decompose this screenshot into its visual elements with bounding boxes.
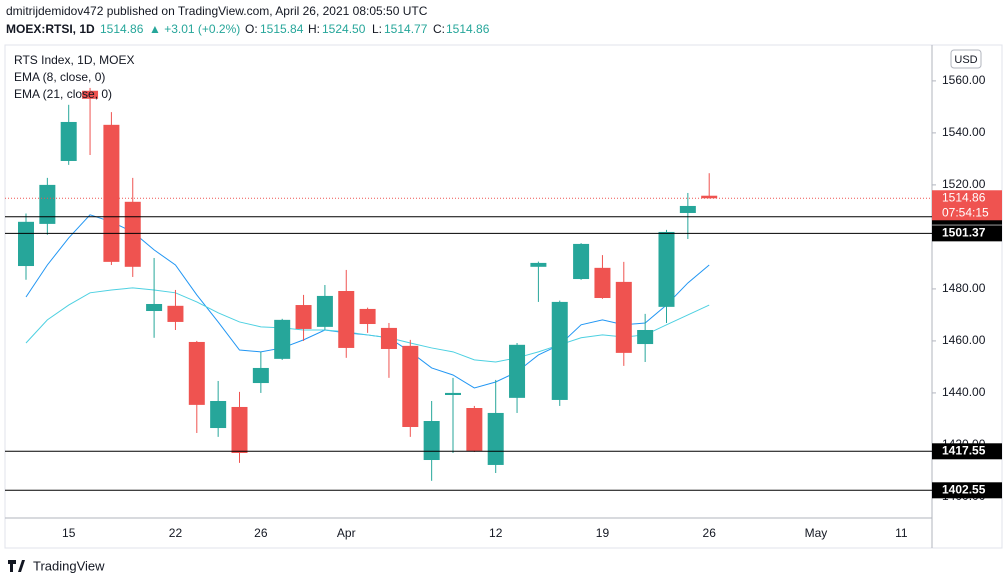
ohlc-line: MOEX:RTSI, 1D 1514.86 ▲ +3.01 (+0.2%) O:…: [6, 22, 490, 36]
currency: USD: [954, 54, 977, 66]
candle-body: [124, 201, 141, 267]
ema-line: [25, 287, 710, 363]
change: ▲ +3.01 (+0.2%): [149, 22, 240, 36]
level-label: 1501.37: [942, 226, 986, 240]
x-tick-label: 19: [596, 526, 610, 540]
candle-body: [445, 392, 461, 396]
l-label: L:: [372, 22, 382, 36]
candle-body: [594, 267, 611, 299]
brand-logo: [8, 560, 25, 572]
candle-body: [423, 421, 440, 461]
x-tick-label: Apr: [337, 526, 356, 540]
l-value: 1514.77: [384, 22, 428, 36]
candle-body: [295, 305, 312, 329]
y-tick-label: 1480.00: [942, 281, 986, 295]
candle-body: [252, 367, 269, 384]
y-tick-label: 1540.00: [942, 125, 986, 139]
x-tick-label: 12: [489, 526, 503, 540]
candle-body: [658, 231, 675, 307]
candle-body: [103, 124, 120, 262]
candle-body: [338, 290, 355, 348]
candle-body: [509, 344, 526, 398]
o-label: O:: [245, 22, 258, 36]
candle-body: [82, 90, 99, 99]
last: 1514.86: [100, 22, 144, 36]
candle-body: [18, 221, 34, 267]
level-label-box: [932, 482, 1002, 499]
y-tick-label: 1460.00: [942, 333, 986, 347]
last-price-label: 1514.86: [942, 190, 986, 204]
y-tick-label: 1440.00: [942, 385, 986, 399]
c-value: 1514.86: [446, 22, 490, 36]
x-tick-label: 22: [169, 526, 183, 540]
x-tick-label: May: [805, 526, 828, 540]
candle-body: [487, 412, 504, 465]
candle-body: [573, 243, 590, 280]
level-label-box: [932, 443, 1002, 460]
candle-body: [466, 408, 483, 451]
price-axis: 1400.001420.001440.001460.001480.001500.…: [932, 73, 1002, 503]
published-line: dmitrijdemidov472 published on TradingVi…: [6, 4, 428, 18]
candle-body: [39, 184, 56, 224]
candle-body: [380, 327, 397, 349]
candle-body: [679, 205, 696, 213]
candle-body: [231, 406, 248, 453]
c-label: C:: [433, 22, 445, 36]
level-label: 1402.55: [942, 482, 986, 496]
h-label: H:: [308, 22, 320, 36]
level-label: 1417.55: [942, 443, 986, 457]
y-tick-label: 1520.00: [942, 177, 986, 191]
o-value: 1515.84: [260, 22, 304, 36]
x-tick-label: 15: [62, 526, 76, 540]
x-tick-label: 11: [895, 526, 908, 540]
candle-body: [637, 329, 654, 345]
last-price-box: [932, 190, 1002, 221]
x-tick-label: 26: [254, 526, 268, 540]
candle-body: [146, 303, 163, 312]
candle-body: [188, 341, 205, 405]
legend-ema21: EMA (21, close, 0): [14, 87, 112, 101]
candle-body: [359, 308, 376, 325]
candle-body: [615, 281, 632, 353]
candle-body: [60, 121, 77, 161]
symbol: MOEX:RTSI, 1D: [6, 22, 95, 36]
chart-frame: [4, 44, 1003, 549]
legend-ema8: EMA (8, close, 0): [14, 70, 105, 84]
candle-body: [274, 319, 291, 359]
candle-body: [701, 195, 718, 199]
candle-body: [402, 345, 419, 427]
candle-body: [210, 400, 227, 429]
x-tick-label: 26: [703, 526, 717, 540]
plot: [5, 87, 932, 491]
brand: TradingView: [33, 558, 105, 573]
h-value: 1524.50: [322, 22, 366, 36]
y-tick-label: 1560.00: [942, 73, 986, 87]
legend-main: RTS Index, 1D, MOEX: [14, 53, 135, 67]
candle-body: [551, 301, 568, 400]
candle-body: [316, 295, 333, 327]
currency-box: [950, 49, 982, 69]
candle-body: [530, 262, 547, 267]
level-label-box: [932, 225, 1002, 242]
candle-body: [167, 305, 184, 322]
countdown: 07:54:15: [942, 205, 989, 219]
